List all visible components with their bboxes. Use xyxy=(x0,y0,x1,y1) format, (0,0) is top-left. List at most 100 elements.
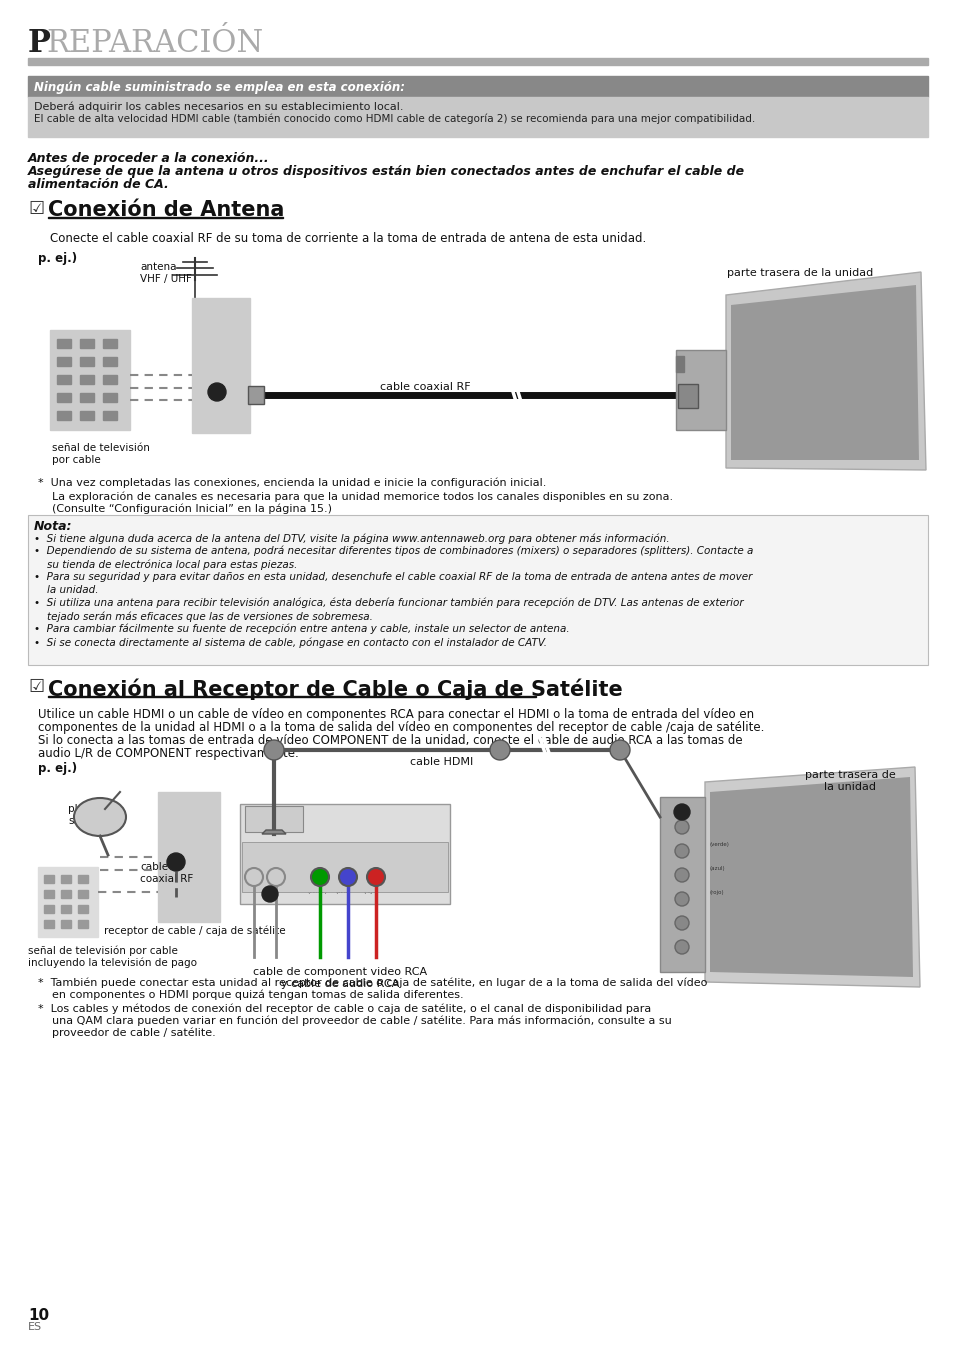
Text: 0: 0 xyxy=(267,891,273,896)
Bar xyxy=(61,919,71,927)
Bar xyxy=(50,330,130,430)
Text: (rojo): (rojo) xyxy=(364,888,378,894)
Bar xyxy=(57,375,71,384)
Bar xyxy=(78,919,88,927)
Text: Conexión de Antena: Conexión de Antena xyxy=(48,200,284,220)
Text: 10: 10 xyxy=(28,1308,49,1322)
Bar xyxy=(28,58,927,65)
Bar xyxy=(659,797,704,972)
Text: su tienda de electrónica local para estas piezas.: su tienda de electrónica local para esta… xyxy=(34,559,297,569)
Text: la unidad.: la unidad. xyxy=(34,585,98,594)
Text: cable coaxial RF: cable coaxial RF xyxy=(379,381,470,392)
Text: p. ej.): p. ej.) xyxy=(38,252,77,266)
Bar xyxy=(57,357,71,367)
Polygon shape xyxy=(730,284,918,460)
Text: Ningún cable suministrado se emplea en esta conexión:: Ningún cable suministrado se emplea en e… xyxy=(34,81,405,94)
Text: AUDIO OUT: AUDIO OUT xyxy=(244,844,274,849)
Bar xyxy=(78,890,88,898)
Text: ☑: ☑ xyxy=(28,200,44,218)
Bar xyxy=(80,394,94,402)
Circle shape xyxy=(609,740,629,760)
Text: •  Para su seguridad y para evitar daños en esta unidad, desenchufe el cable coa: • Para su seguridad y para evitar daños … xyxy=(34,572,752,582)
Text: P: P xyxy=(28,28,51,59)
Bar xyxy=(61,890,71,898)
Circle shape xyxy=(338,868,356,886)
Text: parte trasera de la unidad: parte trasera de la unidad xyxy=(726,268,872,278)
Text: (rojo): (rojo) xyxy=(709,890,724,895)
Bar xyxy=(192,298,250,433)
Text: Y      Pb/Cb    Pr/Cr: Y Pb/Cb Pr/Cr xyxy=(308,851,357,855)
Text: *  Una vez completadas las conexiones, encienda la unidad e inicie la configurac: * Una vez completadas las conexiones, en… xyxy=(38,479,546,488)
Bar xyxy=(44,875,54,883)
Bar xyxy=(80,357,94,367)
Bar xyxy=(80,375,94,384)
Bar xyxy=(44,919,54,927)
Text: parte trasera de
la unidad: parte trasera de la unidad xyxy=(803,770,895,791)
Text: una QAM clara pueden variar en función del proveedor de cable / satélite. Para m: una QAM clara pueden variar en función d… xyxy=(38,1015,671,1026)
Text: plato de
satélite: plato de satélite xyxy=(68,803,111,825)
Circle shape xyxy=(245,868,263,886)
Polygon shape xyxy=(704,767,919,987)
Text: HDMI OUT: HDMI OUT xyxy=(247,807,279,813)
Text: REPARACIÓN: REPARACIÓN xyxy=(46,28,263,59)
Bar xyxy=(103,411,117,421)
Bar xyxy=(103,357,117,367)
Text: ☑: ☑ xyxy=(28,678,44,696)
Text: •  Para cambiar fácilmente su fuente de recepción entre antena y cable, instale : • Para cambiar fácilmente su fuente de r… xyxy=(34,624,569,635)
Text: componentes de la unidad al HDMI o a la toma de salida del vídeo en componentes : componentes de la unidad al HDMI o a la … xyxy=(38,721,763,735)
Text: cable
coaxial RF: cable coaxial RF xyxy=(140,861,193,883)
Text: cable de component video RCA
y cable de audio RCA: cable de component video RCA y cable de … xyxy=(253,967,427,988)
Bar xyxy=(676,350,725,430)
Text: Si lo conecta a las tomas de entrada de vídeo COMPONENT de la unidad, conecte el: Si lo conecta a las tomas de entrada de … xyxy=(38,735,741,747)
Bar xyxy=(28,515,927,665)
Bar xyxy=(48,696,536,697)
Bar xyxy=(78,905,88,913)
Bar xyxy=(57,394,71,402)
Circle shape xyxy=(675,844,688,857)
Text: antena
VHF / UHF: antena VHF / UHF xyxy=(140,262,192,283)
Text: 0: 0 xyxy=(679,809,683,816)
Circle shape xyxy=(675,917,688,930)
Bar xyxy=(78,875,88,883)
Bar xyxy=(44,890,54,898)
Text: •  Si tiene alguna duda acerca de la antena del DTV, visite la página www.antenn: • Si tiene alguna duda acerca de la ante… xyxy=(34,532,669,543)
Circle shape xyxy=(311,868,329,886)
Text: Deberá adquirir los cables necesarios en su establecimiento local.: Deberá adquirir los cables necesarios en… xyxy=(34,101,403,112)
Text: •  Si utiliza una antena para recibir televisión analógica, ésta debería funcion: • Si utiliza una antena para recibir tel… xyxy=(34,599,742,608)
Text: o: o xyxy=(172,857,179,867)
Text: señal de televisión por cable
incluyendo la televisión de pago: señal de televisión por cable incluyendo… xyxy=(28,945,196,968)
Circle shape xyxy=(262,886,277,902)
Text: (azul): (azul) xyxy=(709,865,725,871)
Bar xyxy=(242,842,448,892)
Text: receptor de cable / caja de satélite: receptor de cable / caja de satélite xyxy=(104,925,286,936)
Text: proveedor de cable / satélite.: proveedor de cable / satélite. xyxy=(38,1027,215,1038)
Circle shape xyxy=(208,383,226,400)
Circle shape xyxy=(264,740,284,760)
Text: *  Los cables y métodos de conexión del receptor de cable o caja de satélite, o : * Los cables y métodos de conexión del r… xyxy=(38,1003,651,1014)
Text: tejado serán más eficaces que las de versiones de sobremesa.: tejado serán más eficaces que las de ver… xyxy=(34,611,373,621)
Circle shape xyxy=(675,868,688,882)
Text: Asegúrese de que la antena u otros dispositivos están bien conectados antes de e: Asegúrese de que la antena u otros dispo… xyxy=(28,164,744,178)
Bar xyxy=(80,338,94,348)
Text: *  También puede conectar esta unidad al receptor de cable o caja de satélite, e: * También puede conectar esta unidad al … xyxy=(38,977,706,988)
Text: Conecte el cable coaxial RF de su toma de corriente a la toma de entrada de ante: Conecte el cable coaxial RF de su toma d… xyxy=(50,232,645,245)
Text: p. ej.): p. ej.) xyxy=(38,762,77,775)
Bar xyxy=(28,97,927,137)
Bar xyxy=(48,217,283,218)
Text: (azul): (azul) xyxy=(335,888,352,894)
Circle shape xyxy=(367,868,385,886)
Text: L       R: L R xyxy=(244,851,263,855)
Circle shape xyxy=(673,803,689,820)
Polygon shape xyxy=(725,272,925,470)
Bar xyxy=(245,806,303,832)
Text: Utilice un cable HDMI o un cable de vídeo en componentes RCA para conectar el HD: Utilice un cable HDMI o un cable de víde… xyxy=(38,708,753,721)
Bar xyxy=(676,356,683,372)
Text: ES: ES xyxy=(28,1322,42,1332)
Text: Antes de proceder a la conexión...: Antes de proceder a la conexión... xyxy=(28,152,270,164)
Circle shape xyxy=(167,853,185,871)
Circle shape xyxy=(675,820,688,834)
Text: Nota:: Nota: xyxy=(34,520,72,532)
Text: Conexión al Receptor de Cable o Caja de Satélite: Conexión al Receptor de Cable o Caja de … xyxy=(48,678,622,700)
Text: •  Dependiendo de su sistema de antena, podrá necesitar diferentes tipos de comb: • Dependiendo de su sistema de antena, p… xyxy=(34,546,753,557)
Circle shape xyxy=(675,892,688,906)
